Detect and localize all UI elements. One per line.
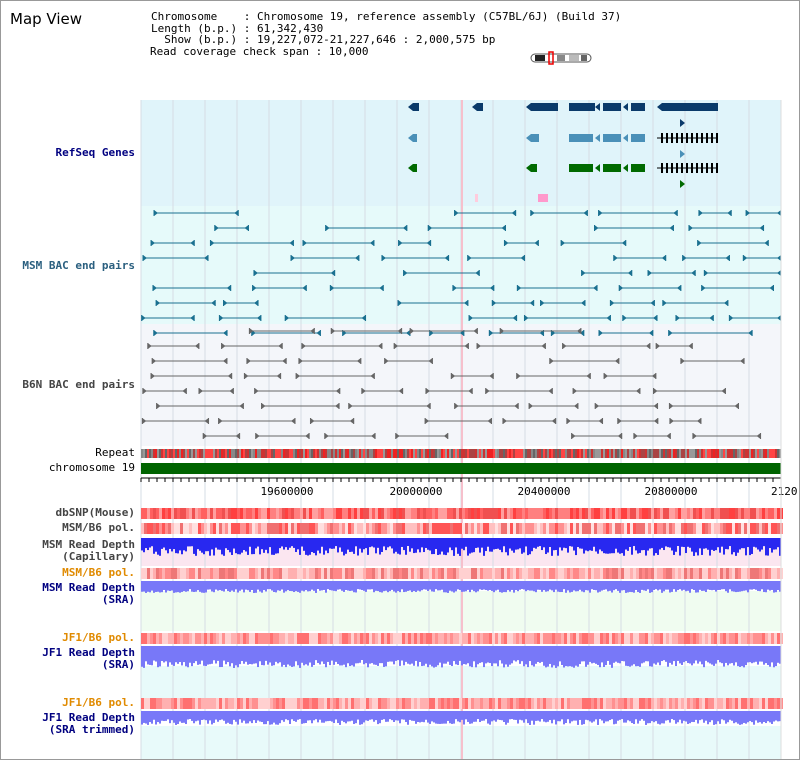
span-line: Read coverage check span : 10,000 — [150, 44, 369, 58]
axis-tick-label: 19600000 — [261, 485, 314, 498]
axis-tick-label: 20400000 — [518, 485, 571, 498]
chromosome-line: Chromosome : Chromosome 19, reference as… — [151, 10, 622, 23]
show-line: Show (b.p.) : 19,227,072-21,227,646 : 2,… — [151, 33, 496, 46]
track-label-jf1-b6-pol: JF1/B6 pol. — [62, 631, 135, 644]
track-label-repeat: Repeat — [95, 446, 135, 459]
track-label-dbsnp: dbSNP(Mouse) — [55, 506, 135, 519]
track-label-msm-depth-capillary: MSM Read Depth (Capillary) — [42, 538, 135, 563]
axis-tick-label: 2120 — [771, 485, 798, 498]
page-title: Map View — [10, 10, 83, 28]
track-label-jf1-b6-pol-2: JF1/B6 pol. — [62, 696, 135, 709]
track-label-jf1-depth-sra: JF1 Read Depth (SRA) — [42, 646, 135, 671]
axis-tick-label: 20800000 — [645, 485, 698, 498]
msm-bac-end-pairs-track[interactable] — [141, 210, 782, 336]
refseq-genes-track[interactable] — [408, 103, 718, 188]
position-axis: 19600000 20000000 20400000 20800000 2120 — [140, 477, 798, 498]
axis-tick-label: 20000000 — [390, 485, 443, 498]
track-label-refseq: RefSeq Genes — [55, 146, 135, 159]
chromosome-bar[interactable] — [141, 463, 781, 474]
b6n-bac-end-pairs-track[interactable] — [141, 328, 762, 439]
track-label-msm-bac: MSM BAC end pairs — [22, 259, 135, 272]
track-label-msm-b6-pol-2: MSM/B6 pol. — [62, 566, 135, 579]
track-label-chromosome: chromosome 19 — [48, 461, 135, 474]
track-label-b6n-bac: B6N BAC end pairs — [22, 378, 135, 391]
track-label-msm-b6-pol: MSM/B6 pol. — [62, 521, 135, 534]
length-line: Length (b.p.) : 61,342,430 — [151, 21, 324, 35]
track-label-msm-depth-sra: MSM Read Depth (SRA) — [42, 581, 135, 606]
highlight-line — [461, 100, 463, 759]
repeat-track[interactable] — [141, 449, 781, 458]
region-info: Chromosome : Chromosome 19, reference as… — [150, 10, 622, 58]
track-label-jf1-depth-trimmed: JF1 Read Depth (SRA trimmed) — [42, 711, 135, 736]
chromosome-ideogram[interactable] — [530, 51, 592, 65]
